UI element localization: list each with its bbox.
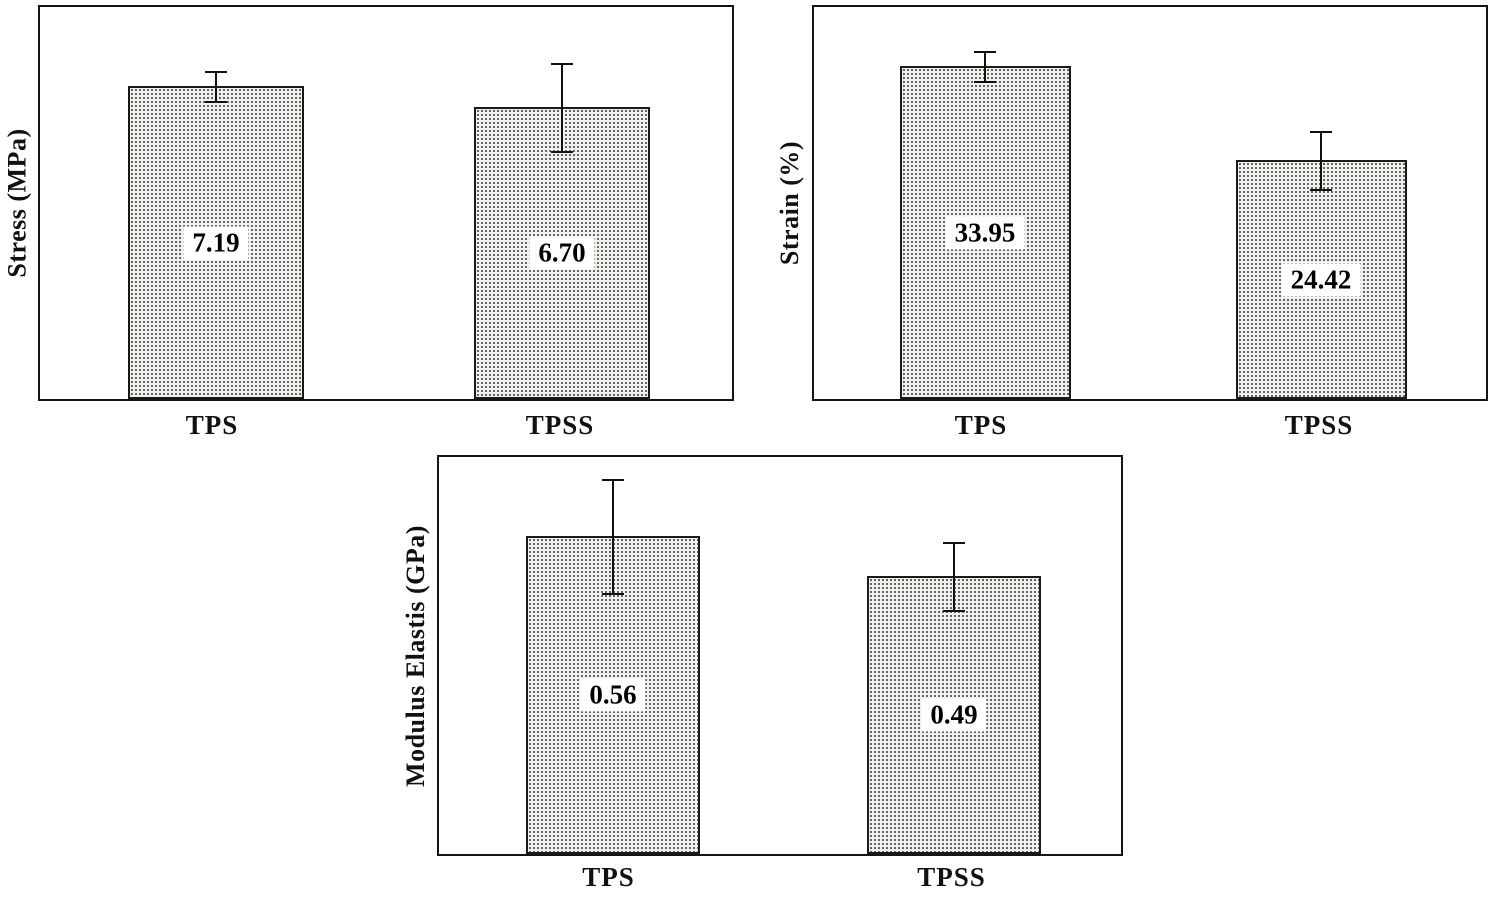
error-bar-tps — [984, 51, 986, 81]
strain-y-axis: Strain (%) — [772, 5, 808, 401]
error-cap-top-tps — [602, 479, 624, 481]
bar-value-label-tpss: 6.70 — [529, 236, 595, 270]
stress-x-axis: TPS TPSS — [38, 410, 734, 446]
error-cap-bottom-tps — [974, 81, 996, 83]
error-cap-bottom-tpss — [943, 610, 965, 612]
error-cap-bottom-tps — [205, 101, 227, 103]
modulus-category-tpss: TPSS — [917, 862, 986, 892]
modulus-y-axis: Modulus Elastis (GPa) — [398, 455, 434, 856]
error-cap-bottom-tps — [602, 593, 624, 595]
strain-plot-area: 33.95 24.42 — [812, 5, 1488, 401]
bar-value-label-tps: 7.19 — [183, 226, 249, 260]
error-cap-bottom-tpss — [1310, 189, 1332, 191]
modulus-plot-area: 0.56 0.49 — [437, 455, 1123, 856]
bar-value-label-tps: 0.56 — [580, 678, 646, 712]
error-cap-top-tps — [205, 71, 227, 73]
bar-value-label-tpss: 24.42 — [1281, 263, 1361, 297]
error-cap-bottom-tpss — [551, 151, 573, 153]
modulus-category-tps: TPS — [582, 862, 635, 892]
error-cap-top-tpss — [1310, 131, 1332, 133]
strain-category-tpss: TPSS — [1284, 410, 1354, 440]
bar-value-label-tpss: 0.49 — [921, 698, 987, 732]
error-bar-tps — [612, 479, 614, 593]
strain-y-axis-label: Strain (%) — [775, 140, 805, 266]
error-bar-tps — [215, 71, 217, 101]
strain-category-tps: TPS — [954, 410, 1008, 440]
stress-y-axis-label: Stress (MPa) — [3, 128, 33, 278]
error-cap-top-tpss — [943, 542, 965, 544]
modulus-x-axis: TPS TPSS — [437, 862, 1123, 898]
error-cap-top-tpss — [551, 63, 573, 65]
error-cap-top-tps — [974, 51, 996, 53]
error-bar-tpss — [561, 63, 563, 151]
error-bar-tpss — [953, 542, 955, 610]
modulus-y-axis-label: Modulus Elastis (GPa) — [401, 524, 430, 787]
bar-value-label-tps: 33.95 — [945, 216, 1025, 250]
stress-category-tps: TPS — [185, 410, 239, 440]
stress-category-tpss: TPSS — [525, 410, 595, 440]
error-bar-tpss — [1320, 131, 1322, 189]
strain-x-axis: TPS TPSS — [812, 410, 1488, 446]
stress-y-axis: Stress (MPa) — [0, 5, 36, 401]
stress-plot-area: 7.19 6.70 — [38, 5, 734, 401]
